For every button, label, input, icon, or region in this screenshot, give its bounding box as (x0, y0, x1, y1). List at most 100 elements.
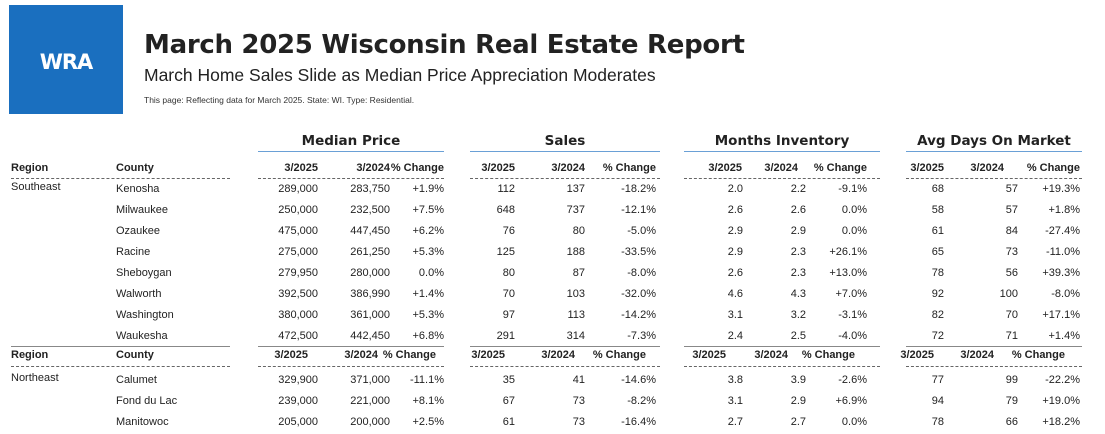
table-cell: 0.0% (418, 267, 444, 279)
table-cell: 0.0% (841, 225, 867, 237)
table-cell: 314 (566, 330, 585, 342)
col-header-prev: 3/2024 (970, 162, 1004, 174)
table-cell: 2.6 (727, 267, 743, 279)
table-cell: -32.0% (621, 288, 656, 300)
table-cell: 3.1 (727, 309, 743, 321)
county-name: Calumet (116, 374, 157, 386)
table-cell: 2.3 (790, 246, 806, 258)
col-header-change: % Change (382, 349, 436, 361)
table-cell: 648 (496, 204, 515, 216)
county-name: Racine (116, 246, 151, 258)
report-subtitle: March Home Sales Slide as Median Price A… (144, 65, 656, 85)
header-divider (258, 178, 444, 179)
col-header-prev: 3/2024 (960, 349, 994, 361)
table-cell: 239,000 (278, 395, 318, 407)
col-header-prev: 3/2024 (551, 162, 585, 174)
table-cell: 4.3 (790, 288, 806, 300)
table-cell: 71 (1005, 330, 1018, 342)
table-cell: -27.4% (1045, 225, 1080, 237)
col-header-cur: 3/2025 (481, 162, 515, 174)
table-cell: +5.3% (412, 246, 445, 258)
header-divider (906, 366, 1082, 367)
table-cell: -8.0% (1051, 288, 1080, 300)
region-label: Northeast (11, 372, 59, 384)
table-cell: 250,000 (278, 204, 318, 216)
table-cell: 2.9 (727, 246, 743, 258)
table-cell: 78 (931, 267, 944, 279)
logo-text: WRA (39, 50, 94, 74)
table-cell: 99 (1005, 374, 1018, 386)
col-header-region: Region (11, 162, 49, 174)
table-cell: +6.2% (412, 225, 445, 237)
table-cell: 2.5 (790, 330, 806, 342)
col-header-change: % Change (801, 349, 855, 361)
table-cell: 3.8 (727, 374, 743, 386)
table-cell: 80 (502, 267, 515, 279)
table-cell: 92 (931, 288, 944, 300)
group-title: Avg Days On Market (917, 133, 1071, 149)
table-cell: 371,000 (350, 374, 390, 386)
table-cell: 73 (572, 395, 585, 407)
table-cell: 84 (1005, 225, 1018, 237)
table-cell: 2.7 (790, 416, 806, 428)
col-header-cur: 3/2025 (692, 349, 726, 361)
table-cell: 283,750 (350, 183, 390, 195)
table-cell: 35 (502, 374, 515, 386)
header-divider (684, 366, 880, 367)
group-rule (906, 151, 1082, 152)
table-cell: 61 (931, 225, 944, 237)
col-header-county: County (116, 349, 154, 361)
col-header-change: % Change (1011, 349, 1065, 361)
group-rule (258, 151, 444, 152)
table-cell: 100 (999, 288, 1018, 300)
table-cell: 73 (572, 416, 585, 428)
section-divider (258, 346, 444, 347)
col-header-cur: 3/2025 (284, 162, 318, 174)
report-title: March 2025 Wisconsin Real Estate Report (144, 30, 745, 60)
col-header-change: % Change (1026, 162, 1080, 174)
table-cell: 73 (1005, 246, 1018, 258)
table-cell: -5.0% (627, 225, 656, 237)
section-divider (11, 346, 230, 347)
table-cell: 279,950 (278, 267, 318, 279)
table-cell: 200,000 (350, 416, 390, 428)
table-cell: 0.0% (841, 204, 867, 216)
header-divider (470, 178, 660, 179)
table-cell: 2.6 (727, 204, 743, 216)
table-cell: 82 (931, 309, 944, 321)
county-name: Sheboygan (116, 267, 172, 279)
county-name: Washington (116, 309, 174, 321)
col-header-prev: 3/2024 (344, 349, 378, 361)
table-cell: 94 (931, 395, 944, 407)
table-cell: 3.9 (790, 374, 806, 386)
col-header-prev: 3/2024 (541, 349, 575, 361)
table-cell: -3.1% (838, 309, 867, 321)
table-cell: -22.2% (1045, 374, 1080, 386)
col-header-change: % Change (602, 162, 656, 174)
col-header-change: % Change (390, 162, 444, 174)
table-cell: 447,450 (350, 225, 390, 237)
header-divider (11, 178, 230, 179)
table-cell: 472,500 (278, 330, 318, 342)
table-cell: 103 (566, 288, 585, 300)
table-cell: +5.3% (412, 309, 445, 321)
table-cell: 291 (496, 330, 515, 342)
col-header-cur: 3/2025 (471, 349, 505, 361)
table-cell: +19.0% (1042, 395, 1080, 407)
table-cell: +2.5% (412, 416, 445, 428)
table-cell: 2.0 (727, 183, 743, 195)
county-name: Milwaukee (116, 204, 168, 216)
table-cell: 57 (1005, 204, 1018, 216)
table-cell: +17.1% (1042, 309, 1080, 321)
table-cell: +1.4% (412, 288, 445, 300)
table-cell: 2.3 (790, 267, 806, 279)
col-header-county: County (116, 162, 154, 174)
table-cell: 2.9 (790, 225, 806, 237)
table-cell: 80 (572, 225, 585, 237)
col-header-region: Region (11, 349, 49, 361)
wra-logo: WRA (9, 5, 123, 114)
table-cell: 112 (497, 183, 515, 195)
header-divider (906, 178, 1082, 179)
table-cell: 66 (1005, 416, 1018, 428)
table-cell: 2.9 (727, 225, 743, 237)
